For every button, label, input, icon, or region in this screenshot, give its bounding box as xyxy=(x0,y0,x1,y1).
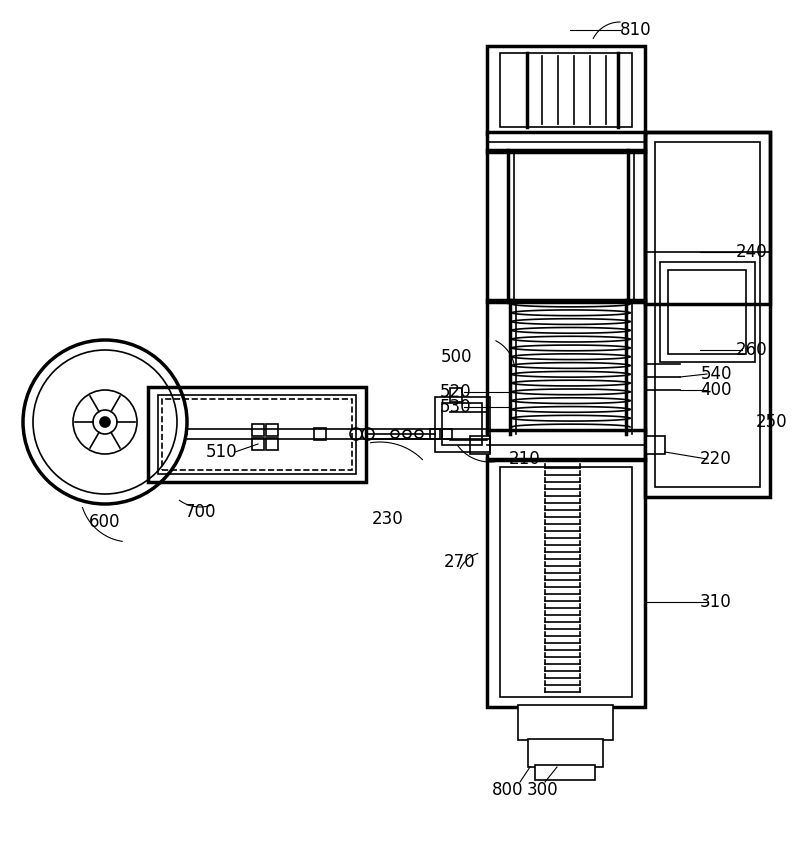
Text: 270: 270 xyxy=(444,553,476,571)
Bar xyxy=(450,388,462,402)
Bar xyxy=(442,429,452,439)
Bar xyxy=(252,424,264,436)
Text: 540: 540 xyxy=(700,365,732,383)
Bar xyxy=(518,705,613,740)
Circle shape xyxy=(100,417,110,427)
Bar xyxy=(645,436,665,454)
Text: 600: 600 xyxy=(90,513,121,531)
Bar xyxy=(487,132,645,152)
Bar xyxy=(500,467,632,697)
Text: 300: 300 xyxy=(526,781,558,799)
Bar xyxy=(645,132,770,304)
Bar xyxy=(500,53,632,127)
Bar xyxy=(487,430,645,460)
Text: 700: 700 xyxy=(184,503,216,521)
Text: 250: 250 xyxy=(756,413,788,431)
Text: 520: 520 xyxy=(440,383,472,401)
Bar xyxy=(162,399,352,470)
Bar xyxy=(528,739,603,767)
Text: 230: 230 xyxy=(372,510,404,528)
Bar xyxy=(158,395,356,474)
Bar xyxy=(487,46,645,134)
Bar xyxy=(645,132,770,497)
Bar xyxy=(314,428,326,440)
Bar xyxy=(252,438,264,450)
Text: 810: 810 xyxy=(620,21,652,39)
Bar xyxy=(668,270,746,354)
Text: 240: 240 xyxy=(736,243,768,261)
Bar xyxy=(430,429,440,439)
Text: 530: 530 xyxy=(440,398,472,416)
Text: 220: 220 xyxy=(700,450,732,468)
Bar xyxy=(487,300,645,432)
Bar xyxy=(655,142,760,487)
Bar xyxy=(470,436,490,454)
Text: 400: 400 xyxy=(700,381,732,399)
Text: 500: 500 xyxy=(440,348,472,366)
Bar xyxy=(266,424,278,436)
Bar xyxy=(660,262,755,362)
Bar xyxy=(487,150,645,302)
Bar xyxy=(535,765,595,780)
Text: 210: 210 xyxy=(509,450,541,468)
Text: 310: 310 xyxy=(700,593,732,611)
Bar xyxy=(442,403,482,445)
Bar xyxy=(266,438,278,450)
Bar xyxy=(148,387,366,482)
Text: 510: 510 xyxy=(206,443,238,461)
Bar xyxy=(487,459,645,707)
Text: 800: 800 xyxy=(492,781,524,799)
Bar xyxy=(435,397,490,452)
Text: 260: 260 xyxy=(736,341,768,359)
